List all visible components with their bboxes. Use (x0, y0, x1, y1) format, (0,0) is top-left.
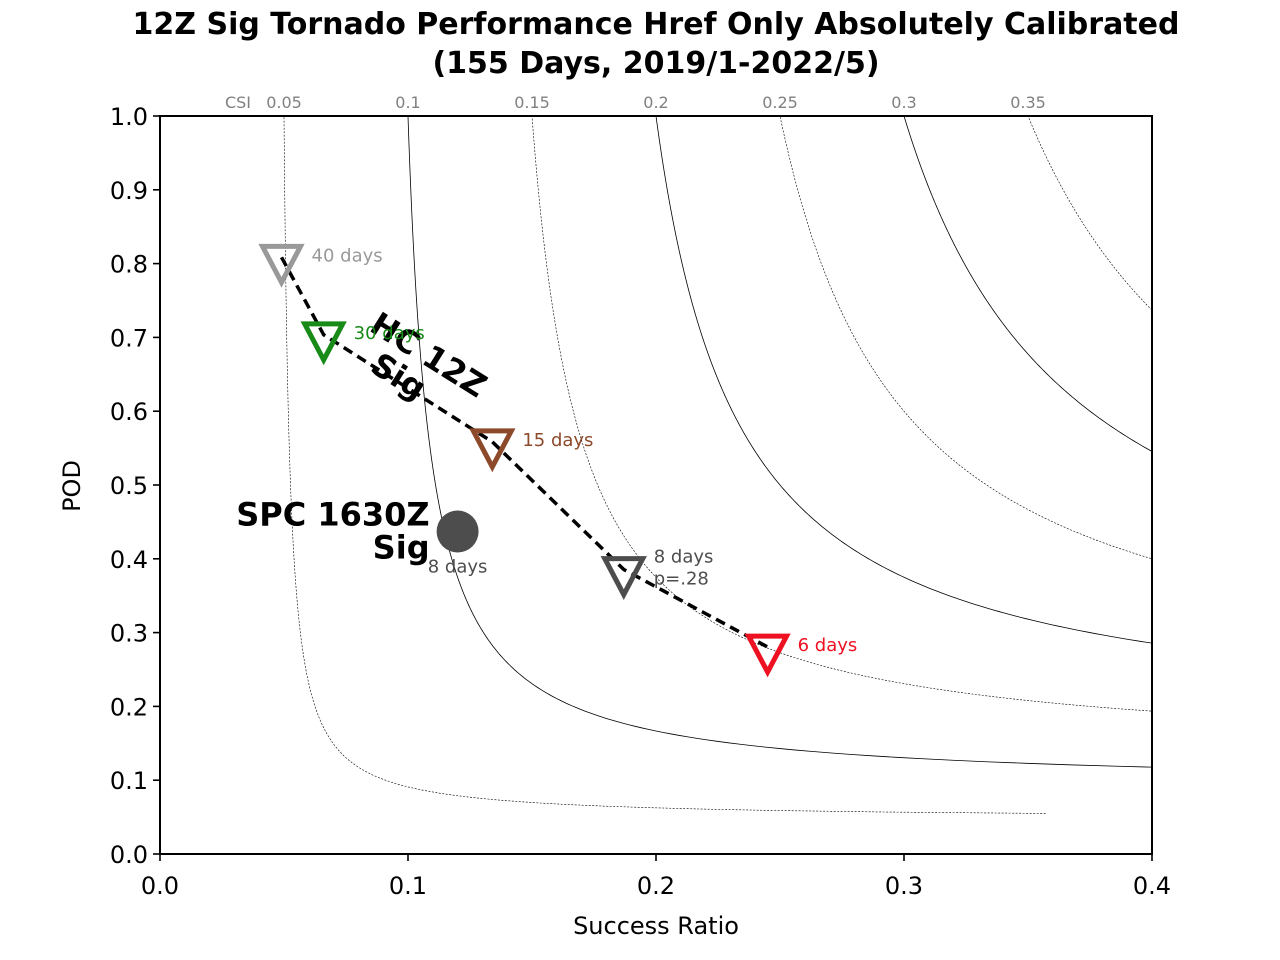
csi-line-0.05 (283, 116, 1046, 814)
point-label-line: 8 days (654, 546, 714, 567)
triangle-marker-3 (600, 556, 647, 600)
y-axis-label: POD (58, 460, 86, 512)
triangle-marker-2 (469, 428, 516, 473)
series-label-line: Sig (373, 528, 430, 566)
triangle-marker-1 (300, 321, 347, 366)
y-tick-label: 0.2 (110, 693, 148, 721)
csi-label-0.15: 0.15 (514, 93, 550, 112)
point-label-line: 15 days (522, 430, 593, 451)
x-tick-label: 0.1 (389, 872, 427, 900)
csi-contour-layer (283, 116, 1152, 814)
triangle-marker-0 (258, 243, 305, 288)
csi-label-0.25: 0.25 (762, 93, 798, 112)
x-tick-label: 0.2 (637, 872, 675, 900)
point-label-line: p=.28 (654, 568, 709, 589)
csi-labels: 0.05 0.1 0.15 0.2 0.25 0.3 0.35 CSI (225, 93, 1046, 112)
point-label-line: 30 days (354, 323, 425, 344)
csi-line-0.15 (531, 116, 1152, 712)
point-label-4: 6 days (798, 635, 858, 656)
circle-point-label-0: 8 days (428, 556, 488, 577)
x-tick-label: 0.3 (885, 872, 923, 900)
x-tick-label: 0.4 (1133, 872, 1171, 900)
plot-frame (159, 115, 1153, 855)
point-label-1: 30 days (354, 323, 425, 344)
series-label-spc-1630z-sig: SPC 1630Z Sig (236, 495, 429, 566)
point-label-line: 6 days (798, 635, 858, 656)
y-tick-label: 0.0 (110, 841, 148, 869)
y-tick-label: 0.7 (110, 324, 148, 352)
series-label-line: SPC 1630Z (236, 495, 429, 533)
point-label-line: 40 days (312, 245, 383, 266)
y-tick-label: 0.8 (110, 251, 148, 279)
csi-prefix-label: CSI (225, 93, 251, 112)
triangle-marker-4 (744, 633, 791, 678)
csi-label-0.2: 0.2 (643, 93, 668, 112)
csi-line-0.3 (903, 116, 1152, 452)
y-tick-label: 0.6 (110, 398, 148, 426)
y-tick-label: 1.0 (110, 103, 148, 131)
y-tick-label: 0.9 (110, 177, 148, 205)
point-label-0: 40 days (312, 245, 383, 266)
csi-line-0.35 (1027, 116, 1152, 311)
y-tick-label: 0.4 (110, 546, 148, 574)
chart-title-line2: (155 Days, 2019/1-2022/5) (432, 46, 879, 81)
axes: 0.05 0.1 0.15 0.2 0.25 0.3 0.35 CSI 0.0 0.1 0.2 0.3… (110, 93, 1171, 900)
y-tick-label: 0.3 (110, 620, 148, 648)
csi-line-0.2 (655, 116, 1152, 644)
csi-line-0.25 (779, 116, 1152, 560)
y-tick-label: 0.1 (110, 767, 148, 795)
csi-label-0.1: 0.1 (395, 93, 420, 112)
point-label-2: 15 days (522, 430, 593, 451)
y-tick-label: 0.5 (110, 472, 148, 500)
csi-line-0.1 (407, 116, 1152, 768)
csi-label-0.35: 0.35 (1010, 93, 1046, 112)
x-axis-label: Success Ratio (573, 912, 739, 940)
csi-label-0.3: 0.3 (891, 93, 916, 112)
x-tick-label: 0.0 (141, 872, 179, 900)
circle-marker-0 (436, 510, 479, 553)
chart-title-line1: 12Z Sig Tornado Performance Href Only Ab… (133, 7, 1180, 42)
csi-label-0.05: 0.05 (266, 93, 302, 112)
point-label-3: 8 days p=.28 (654, 546, 714, 589)
